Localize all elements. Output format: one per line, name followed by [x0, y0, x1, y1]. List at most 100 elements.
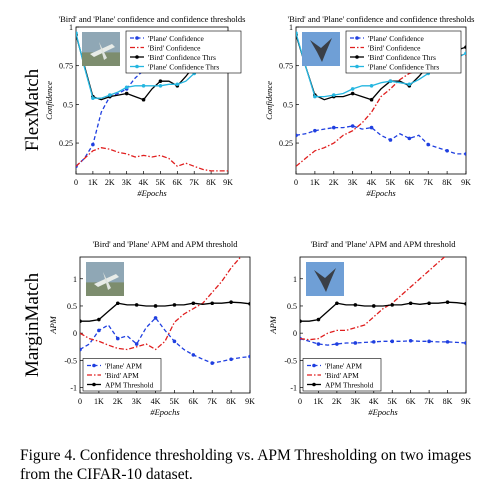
data-point [331, 93, 336, 97]
data-point [91, 142, 95, 147]
x-tick-label: 1K [94, 397, 104, 406]
x-tick-label: 9K [461, 178, 471, 187]
x-tick-label: 0 [298, 397, 302, 406]
data-point [296, 133, 298, 138]
x-tick-label: 5K [156, 178, 166, 187]
plane-thumbnail [86, 262, 124, 296]
legend-label: 'Bird' Confidence [368, 44, 421, 53]
y-tick-label: 1 [69, 23, 73, 32]
data-point [191, 301, 196, 306]
x-tick-label: 7K [424, 397, 434, 406]
data-point [408, 301, 413, 306]
y-tick-label: 1 [73, 275, 77, 284]
data-point [408, 338, 413, 343]
plot-frame [295, 26, 467, 175]
plot-frame [299, 256, 467, 394]
data-point [248, 301, 250, 306]
data-point [445, 148, 449, 153]
legend: 'Plane' Confidence'Bird' Confidence'Bird… [125, 30, 242, 74]
data-point [390, 339, 395, 344]
data-point [248, 354, 250, 359]
legend-label: 'Bird' APM [325, 371, 359, 380]
y-axis-label: APM [268, 315, 278, 334]
x-tick-label: 2K [329, 178, 339, 187]
y-tick-label: 0.25 [59, 139, 73, 148]
chart-panel-flexmatch-right: 'Bird' and 'Plane' confidence and confid… [264, 14, 474, 198]
x-axis-label: #Epochs [150, 407, 180, 417]
figure: FlexMatch MarginMatch 'Bird' and 'Plane'… [22, 14, 474, 417]
x-tick-label: 0 [294, 178, 298, 187]
x-tick-label: 3K [350, 397, 360, 406]
data-point [407, 82, 412, 87]
legend-label: 'Plane' APM [325, 362, 362, 371]
data-point [172, 303, 177, 307]
data-point [107, 93, 112, 97]
row-label-flexmatch: FlexMatch [22, 68, 43, 151]
x-tick-label: 8K [442, 178, 452, 187]
data-point [175, 82, 180, 87]
legend-label: 'Plane' Confidence Thrs [368, 63, 439, 72]
plot-frame [75, 26, 229, 175]
legend-marker [355, 64, 359, 69]
x-tick-label: 2K [105, 178, 115, 187]
y-tick-label: 1 [293, 275, 297, 284]
data-point [316, 342, 321, 346]
chart-title: 'Bird' and 'Plane' APM and APM threshold [93, 239, 239, 249]
y-tick-label: -0.5 [284, 356, 297, 365]
data-point [172, 339, 177, 344]
data-point [350, 124, 355, 128]
bird-thumbnail [306, 262, 344, 296]
y-axis-label: Confidence [264, 81, 274, 120]
data-point [124, 85, 129, 90]
data-point [296, 31, 298, 35]
x-tick-label: 3K [348, 178, 358, 187]
series-line [300, 301, 466, 322]
data-point [158, 84, 163, 88]
data-point [369, 97, 374, 102]
legend-box [345, 30, 462, 74]
x-tick-label: 4K [151, 397, 161, 406]
x-tick-label: 9K [223, 178, 233, 187]
x-axis-label: #Epochs [368, 407, 398, 417]
x-tick-label: 5K [387, 397, 397, 406]
row-label-marginmatch: MarginMatch [22, 272, 43, 377]
series-line [80, 316, 250, 364]
data-point [388, 138, 393, 142]
data-point [464, 51, 466, 56]
series-line [80, 257, 242, 351]
data-point [76, 31, 78, 35]
x-tick-label: 4K [139, 178, 149, 187]
data-point [331, 125, 336, 130]
chart-panel-marginmatch-left: 'Bird' and 'Plane' APM and APM threshold… [48, 239, 255, 417]
legend-label: 'Bird' APM [105, 371, 139, 380]
data-point [350, 87, 355, 91]
data-point [369, 84, 374, 88]
bird-shape [310, 38, 332, 62]
x-tick-label: 4K [369, 397, 379, 406]
data-point [210, 361, 215, 365]
x-tick-label: 0 [74, 178, 78, 187]
plot-area [80, 257, 250, 365]
x-tick-label: 7K [207, 397, 217, 406]
x-tick-label: 6K [406, 397, 416, 406]
y-tick-label: 0.75 [279, 62, 293, 71]
figure-caption: Figure 4. Confidence thresholding vs. AP… [20, 447, 472, 483]
data-point [153, 304, 158, 308]
x-tick-label: 9K [461, 397, 471, 406]
legend-label: 'Plane' Confidence Thrs [148, 63, 219, 72]
x-tick-label: 1K [310, 178, 320, 187]
y-tick-label: -0.5 [64, 356, 77, 365]
data-point [80, 347, 82, 352]
legend-box [82, 358, 162, 392]
x-tick-label: 6K [404, 178, 414, 187]
data-point [97, 328, 101, 333]
data-point [407, 136, 412, 141]
x-tick-label: 7K [423, 178, 433, 187]
series-line [300, 337, 466, 346]
data-point [353, 303, 358, 307]
legend-label: 'Plane' Confidence [148, 34, 204, 43]
legend-marker [135, 55, 139, 59]
legend-label: 'Plane' Confidence [368, 34, 424, 43]
